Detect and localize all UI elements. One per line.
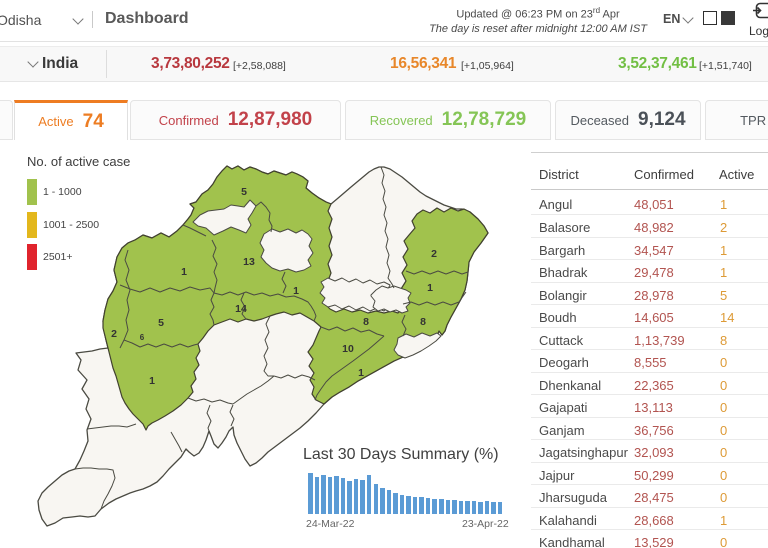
svg-text:1: 1	[427, 282, 433, 294]
svg-text:1: 1	[181, 266, 187, 278]
svg-text:2: 2	[111, 328, 117, 340]
svg-text:5: 5	[158, 317, 164, 329]
svg-text:10: 10	[342, 343, 354, 355]
svg-text:1: 1	[149, 375, 155, 387]
svg-text:8: 8	[420, 316, 426, 328]
svg-text:5: 5	[241, 186, 247, 198]
svg-text:1: 1	[293, 285, 299, 297]
svg-text:2: 2	[431, 248, 437, 260]
svg-text:6: 6	[140, 333, 145, 342]
svg-text:13: 13	[243, 256, 255, 268]
svg-text:1: 1	[358, 367, 364, 379]
svg-text:8: 8	[363, 316, 369, 328]
svg-text:14: 14	[235, 303, 247, 315]
